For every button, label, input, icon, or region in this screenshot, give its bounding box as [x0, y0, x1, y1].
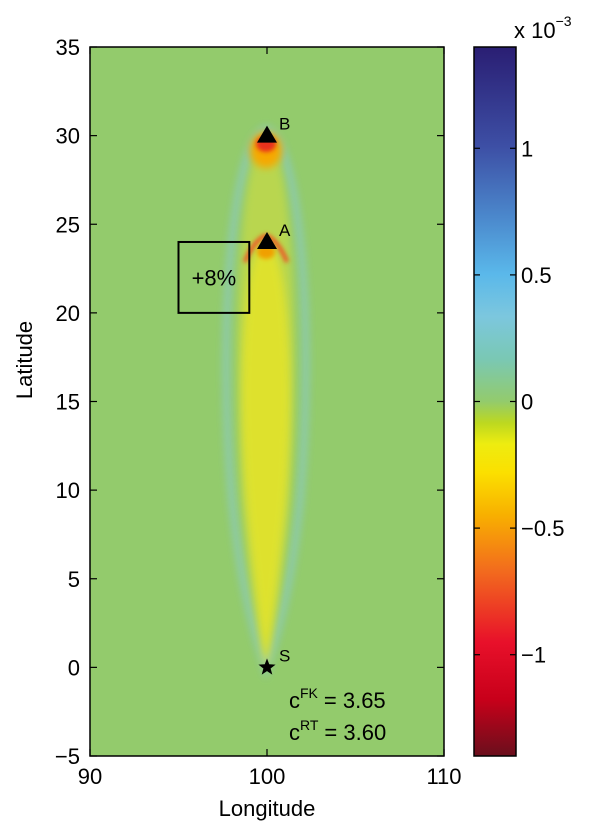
source-s-marker [258, 658, 276, 675]
y-tick-label: 25 [56, 212, 80, 237]
station-markers: S A B [257, 115, 291, 675]
region-box-label: +8% [192, 265, 237, 290]
x-axis-ticks: 90 100 110 [78, 47, 462, 789]
x-tick-label: 100 [249, 764, 286, 789]
y-tick-label: 30 [56, 124, 80, 149]
colorbar-tick-label: 1 [521, 136, 533, 161]
c-rt-superscript: RT [300, 717, 319, 733]
y-tick-label: 20 [56, 301, 80, 326]
colorbar-tick-label: 0.5 [521, 263, 552, 288]
y-tick-label: 0 [68, 655, 80, 680]
colorbar [473, 46, 517, 757]
c-rt-value: = 3.60 [324, 720, 386, 745]
y-tick-label: 10 [56, 478, 80, 503]
colorbar-tick-label: −0.5 [521, 516, 564, 541]
y-tick-label: 35 [56, 35, 80, 60]
x-axis-title: Longitude [219, 796, 316, 821]
station-b-marker [257, 125, 277, 143]
c-fk-superscript: FK [300, 685, 319, 701]
c-fk-value: = 3.65 [324, 688, 386, 713]
c-fk-annotation: cFK = 3.65 [289, 685, 386, 713]
point-label-s: S [279, 646, 290, 665]
colorbar-tick-label: 0 [521, 390, 533, 415]
region-box [177, 240, 251, 314]
colorbar-multiplier-exponent: −3 [556, 13, 572, 29]
colorbar-tick-label: −1 [521, 643, 546, 668]
colorbar-multiplier-base: x 10 [514, 18, 556, 43]
x-tick-label: 110 [426, 764, 461, 789]
y-tick-label: 5 [68, 567, 80, 592]
colorbar-multiplier: x 10−3 [514, 13, 572, 43]
y-axis-ticks: −5 0 5 10 15 20 25 30 35 [55, 35, 444, 769]
point-label-a: A [279, 221, 291, 240]
colorbar-ticks: −1 −0.5 0 0.5 1 [474, 136, 564, 668]
c-rt-base: c [289, 720, 300, 745]
c-rt-annotation: cRT = 3.60 [289, 717, 386, 745]
x-tick-label: 90 [78, 764, 102, 789]
y-tick-label: −5 [55, 744, 80, 769]
y-axis-title: Latitude [12, 321, 37, 399]
point-label-b: B [279, 115, 290, 134]
station-a-marker [257, 231, 277, 249]
c-fk-base: c [289, 688, 300, 713]
y-tick-label: 15 [56, 390, 80, 415]
